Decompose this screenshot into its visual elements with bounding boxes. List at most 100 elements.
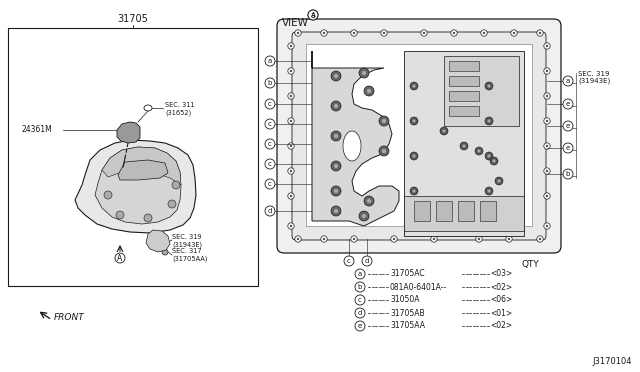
- Text: c: c: [268, 121, 272, 127]
- Circle shape: [423, 32, 425, 34]
- Circle shape: [410, 117, 418, 125]
- Circle shape: [265, 119, 275, 129]
- Bar: [404, 51, 524, 236]
- Circle shape: [290, 145, 292, 147]
- Bar: [436, 201, 452, 221]
- Circle shape: [333, 74, 339, 78]
- Circle shape: [362, 214, 367, 218]
- Circle shape: [462, 144, 466, 148]
- Circle shape: [265, 99, 275, 109]
- FancyBboxPatch shape: [306, 44, 532, 226]
- Circle shape: [295, 30, 301, 36]
- Text: a: a: [268, 58, 272, 64]
- Circle shape: [288, 193, 294, 199]
- Polygon shape: [312, 51, 399, 226]
- Circle shape: [323, 32, 325, 34]
- Text: a: a: [310, 11, 316, 20]
- Text: 31705: 31705: [118, 14, 148, 24]
- Circle shape: [544, 143, 550, 149]
- Circle shape: [544, 118, 550, 124]
- Circle shape: [412, 119, 416, 123]
- Circle shape: [288, 118, 294, 124]
- Text: e: e: [566, 101, 570, 107]
- Polygon shape: [75, 140, 196, 233]
- Circle shape: [144, 214, 152, 222]
- Circle shape: [355, 295, 365, 305]
- Text: <01>: <01>: [490, 308, 512, 317]
- Bar: [404, 196, 524, 231]
- Circle shape: [364, 196, 374, 206]
- Circle shape: [288, 43, 294, 49]
- Circle shape: [290, 95, 292, 97]
- Circle shape: [546, 70, 548, 72]
- Circle shape: [544, 43, 550, 49]
- Circle shape: [544, 93, 550, 99]
- Circle shape: [563, 169, 573, 179]
- Circle shape: [497, 179, 501, 183]
- Circle shape: [331, 101, 341, 111]
- Circle shape: [290, 225, 292, 227]
- Text: 24361M: 24361M: [22, 125, 52, 135]
- Polygon shape: [95, 147, 181, 224]
- Circle shape: [331, 186, 341, 196]
- Circle shape: [297, 32, 299, 34]
- Circle shape: [513, 32, 515, 34]
- Circle shape: [290, 45, 292, 47]
- Bar: [449, 61, 479, 71]
- Circle shape: [433, 238, 435, 240]
- Circle shape: [485, 152, 493, 160]
- Text: b: b: [566, 171, 570, 177]
- Circle shape: [364, 86, 374, 96]
- Circle shape: [104, 191, 112, 199]
- Text: c: c: [268, 141, 272, 147]
- Circle shape: [477, 149, 481, 153]
- Text: SEC. 317
(31705AA): SEC. 317 (31705AA): [172, 248, 207, 262]
- Circle shape: [362, 256, 372, 266]
- Circle shape: [485, 187, 493, 195]
- Circle shape: [333, 103, 339, 109]
- Circle shape: [353, 238, 355, 240]
- Circle shape: [355, 308, 365, 318]
- Circle shape: [431, 236, 437, 242]
- Circle shape: [481, 30, 487, 36]
- Circle shape: [410, 152, 418, 160]
- Circle shape: [476, 236, 482, 242]
- Text: 081A0-6401A--: 081A0-6401A--: [390, 282, 447, 292]
- Circle shape: [290, 195, 292, 197]
- Circle shape: [295, 236, 301, 242]
- Circle shape: [265, 78, 275, 88]
- Circle shape: [475, 147, 483, 155]
- Circle shape: [333, 164, 339, 169]
- Circle shape: [487, 189, 491, 193]
- Bar: [449, 76, 479, 86]
- Bar: [444, 56, 519, 126]
- Circle shape: [344, 256, 354, 266]
- Circle shape: [544, 68, 550, 74]
- Circle shape: [410, 82, 418, 90]
- Circle shape: [353, 32, 355, 34]
- Circle shape: [495, 177, 503, 185]
- Circle shape: [290, 170, 292, 172]
- Circle shape: [563, 121, 573, 131]
- Text: <03>: <03>: [490, 269, 512, 279]
- Circle shape: [265, 206, 275, 216]
- Text: SEC. 319
(31943E): SEC. 319 (31943E): [578, 71, 611, 84]
- Circle shape: [355, 269, 365, 279]
- Circle shape: [563, 99, 573, 109]
- Circle shape: [381, 30, 387, 36]
- Text: <02>: <02>: [490, 321, 512, 330]
- Circle shape: [308, 10, 318, 20]
- Circle shape: [487, 119, 491, 123]
- Circle shape: [168, 200, 176, 208]
- Circle shape: [483, 32, 485, 34]
- Bar: [414, 201, 430, 221]
- Circle shape: [506, 236, 512, 242]
- Circle shape: [288, 168, 294, 174]
- Circle shape: [537, 236, 543, 242]
- Circle shape: [546, 95, 548, 97]
- Text: FRONT: FRONT: [54, 314, 84, 323]
- Circle shape: [478, 238, 480, 240]
- Text: e: e: [358, 323, 362, 329]
- Text: J3170104: J3170104: [593, 357, 632, 366]
- Circle shape: [331, 71, 341, 81]
